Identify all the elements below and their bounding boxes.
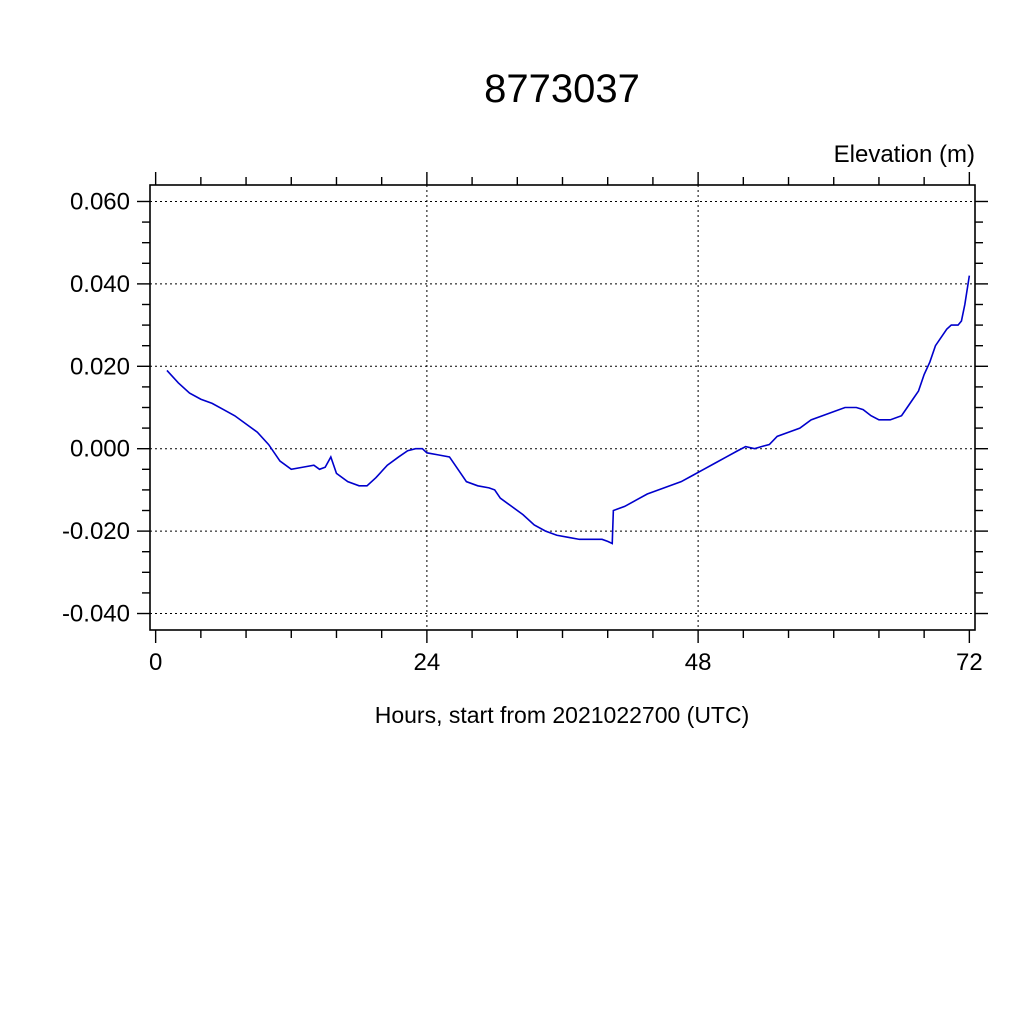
tick-label: 0	[149, 649, 162, 676]
tick-label: 0.000	[70, 436, 130, 463]
tick-label: 48	[685, 649, 712, 676]
elevation-line-series	[166, 275, 971, 545]
grid-lines	[150, 185, 975, 630]
axis-tick-labels: -0.040 -0.020 0.000 0.020 0.040 0.060 0 24 48 72	[62, 188, 983, 676]
tick-label: 0.040	[70, 271, 130, 298]
tick-label: 0.060	[70, 188, 130, 215]
tick-label: 72	[956, 649, 983, 676]
tick-label: -0.040	[62, 601, 130, 628]
tick-label: -0.020	[62, 518, 130, 545]
chart-title: 8773037	[484, 67, 640, 111]
axis-ticks	[137, 172, 988, 643]
x-axis-label: Hours, start from 2021022700 (UTC)	[375, 702, 750, 728]
tick-label: 0.020	[70, 353, 130, 380]
tick-label: 24	[414, 649, 441, 676]
y-axis-label: Elevation (m)	[834, 141, 975, 168]
